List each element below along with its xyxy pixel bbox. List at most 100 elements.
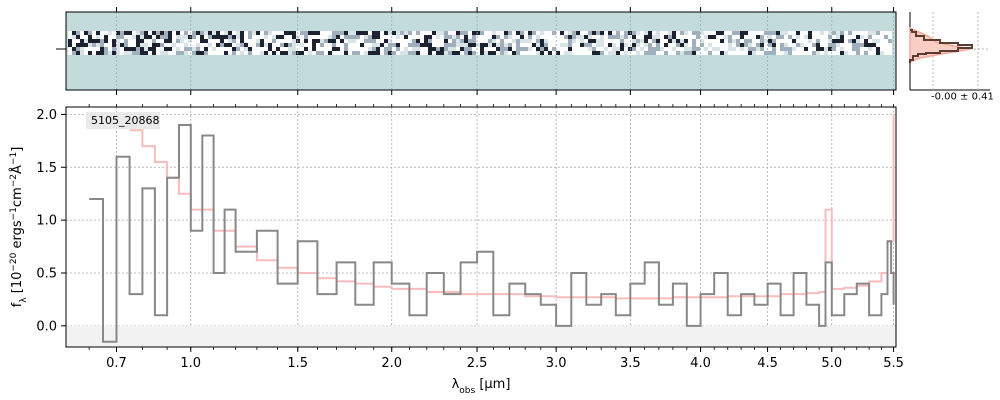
twod-pixel (400, 43, 404, 47)
twod-pixel (504, 31, 508, 35)
twod-pixel (880, 39, 884, 43)
twod-pixel (620, 39, 624, 43)
twod-pixel (732, 39, 736, 43)
twod-pixel (288, 39, 292, 43)
twod-pixel (796, 47, 800, 51)
twod-pixel (652, 39, 656, 43)
twod-pixel (452, 47, 456, 51)
twod-pixel (108, 39, 112, 43)
twod-pixel (284, 35, 288, 39)
twod-pixel (568, 39, 572, 43)
twod-pixel (844, 51, 848, 55)
twod-pixel (752, 43, 756, 47)
twod-pixel (84, 31, 88, 35)
twod-pixel (824, 47, 828, 51)
twod-pixel (536, 35, 540, 39)
twod-pixel (716, 51, 720, 55)
twod-pixel (548, 43, 552, 47)
twod-pixel (76, 51, 80, 55)
twod-pixel (624, 43, 628, 47)
twod-pixel (700, 35, 704, 39)
twod-pixel (888, 35, 892, 39)
twod-pixel (112, 39, 116, 43)
twod-pixel (396, 31, 400, 35)
twod-pixel (472, 51, 476, 55)
twod-pixel (548, 35, 552, 39)
twod-pixel (468, 35, 472, 39)
twod-pixel (276, 35, 280, 39)
twod-pixel (648, 47, 652, 51)
twod-pixel (736, 43, 740, 47)
twod-pixel (648, 31, 652, 35)
twod-pixel (332, 51, 336, 55)
y-label-mid2: cm (10, 187, 25, 207)
twod-pixel (460, 31, 464, 35)
y-label-exp4: −1 (9, 152, 19, 165)
twod-pixel (588, 47, 592, 51)
twod-pixel (584, 31, 588, 35)
twod-pixel (596, 35, 600, 39)
twod-pixel (272, 47, 276, 51)
twod-pixel (460, 35, 464, 39)
twod-pixel (656, 43, 660, 47)
twod-pixel (124, 43, 128, 47)
twod-pixel (888, 47, 892, 51)
twod-pixel (656, 51, 660, 55)
twod-pixel (392, 35, 396, 39)
twod-pixel (588, 31, 592, 35)
x-tick-label: 2.5 (467, 356, 488, 371)
twod-pixel (236, 39, 240, 43)
twod-pixel (812, 51, 816, 55)
twod-pixel (496, 35, 500, 39)
twod-pixel (608, 51, 612, 55)
twod-pixel (836, 43, 840, 47)
twod-pixel (724, 39, 728, 43)
twod-pixel (780, 43, 784, 47)
twod-pixel (452, 35, 456, 39)
twod-pixel (404, 31, 408, 35)
twod-pixel (76, 47, 80, 51)
twod-pixel (516, 43, 520, 47)
twod-pixel (816, 35, 820, 39)
x-tick-label: 3.0 (546, 356, 567, 371)
twod-pixel (292, 35, 296, 39)
twod-pixel (344, 47, 348, 51)
twod-pixel (240, 51, 244, 55)
twod-pixel (312, 51, 316, 55)
twod-pixel (648, 35, 652, 39)
twod-spectrum-grid (116, 12, 894, 90)
twod-pixel (256, 51, 260, 55)
twod-pixel (264, 31, 268, 35)
twod-pixel (84, 51, 88, 55)
twod-pixel (112, 35, 116, 39)
twod-pixel (320, 43, 324, 47)
twod-pixel (764, 43, 768, 47)
twod-pixel (164, 51, 168, 55)
twod-pixel (520, 39, 524, 43)
twod-pixel (752, 31, 756, 35)
twod-pixel (292, 51, 296, 55)
twod-pixel (732, 51, 736, 55)
twod-pixel (348, 51, 352, 55)
twod-pixel (124, 35, 128, 39)
twod-pixel (172, 31, 176, 35)
twod-pixel (456, 39, 460, 43)
twod-pixel (856, 51, 860, 55)
twod-pixel (500, 47, 504, 51)
twod-pixel (148, 35, 152, 39)
twod-pixel (488, 51, 492, 55)
twod-pixel (568, 43, 572, 47)
twod-pixel (668, 47, 672, 51)
twod-pixel (616, 31, 620, 35)
twod-pixel (772, 31, 776, 35)
twod-pixel (208, 51, 212, 55)
twod-pixel (768, 47, 772, 51)
twod-pixel (240, 39, 244, 43)
twod-pixel (132, 39, 136, 43)
twod-pixel (436, 31, 440, 35)
twod-pixel (476, 31, 480, 35)
twod-pixel (492, 43, 496, 47)
twod-pixel (432, 39, 436, 43)
twod-pixel (224, 43, 228, 47)
twod-pixel (516, 51, 520, 55)
